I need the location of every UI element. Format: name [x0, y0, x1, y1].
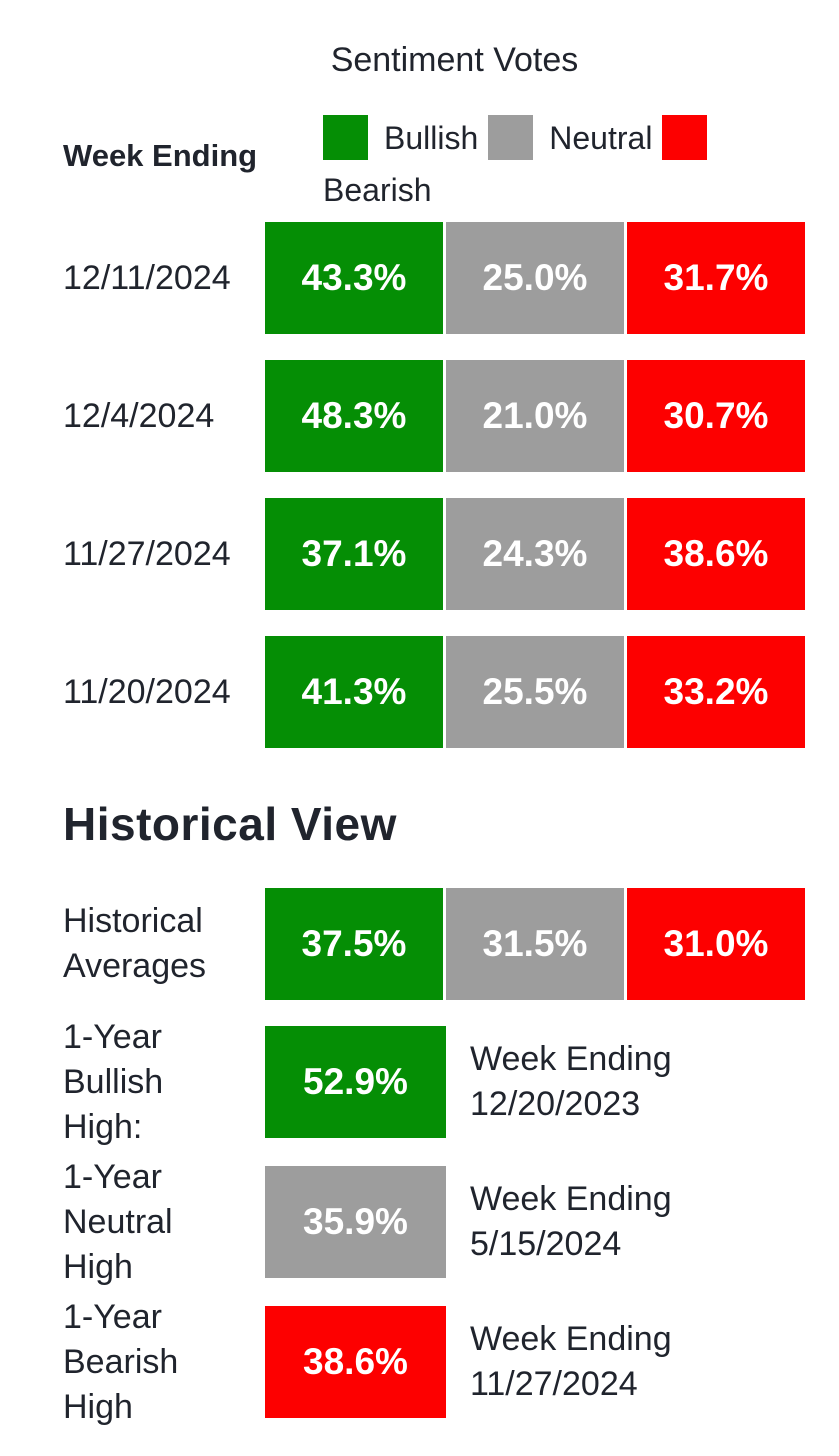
neutral-high-value-block: 35.9%: [265, 1166, 446, 1278]
chart-title: Sentiment Votes: [330, 41, 579, 79]
high-note-line: 11/27/2024: [470, 1365, 638, 1403]
neutral-bar-segment: 25.0%: [446, 222, 624, 334]
high-label-line: High:: [63, 1107, 143, 1146]
week-ending-column-header: Week Ending: [63, 138, 258, 173]
week-date-label: 11/20/2024: [63, 672, 231, 711]
high-note-line: 5/15/2024: [470, 1225, 622, 1263]
bullish-high-week-note: Week Ending 12/20/2023: [470, 1037, 672, 1127]
high-label-line: 1-Year: [63, 1017, 162, 1056]
neutral-bar-segment: 24.3%: [446, 498, 624, 610]
one-year-bearish-high-row: 1-Year Bearish High 38.6% Week Ending 11…: [63, 1298, 672, 1426]
bearish-bar-segment: 33.2%: [627, 636, 805, 748]
bullish-bar-segment: 37.5%: [265, 888, 443, 1000]
neutral-bar-segment: 21.0%: [446, 360, 624, 472]
high-note-line: Week Ending: [470, 1320, 672, 1358]
high-note-line: Week Ending: [470, 1180, 672, 1218]
bearish-bar-segment: 38.6%: [627, 498, 805, 610]
one-year-bullish-high-row: 1-Year Bullish High: 52.9% Week Ending 1…: [63, 1018, 672, 1146]
bullish-bar-segment: 41.3%: [265, 636, 443, 748]
historical-averages-label-line1: Historical: [63, 902, 203, 940]
bearish-bar-segment: 31.7%: [627, 222, 805, 334]
bullish-high-value-block: 52.9%: [265, 1026, 446, 1138]
high-label-line: Neutral: [63, 1202, 173, 1241]
one-year-neutral-high-label: 1-Year Neutral High: [63, 1158, 265, 1286]
sentiment-bar: 41.3% 25.5% 33.2%: [265, 636, 805, 748]
bullish-bar-segment: 48.3%: [265, 360, 443, 472]
bullish-bar-segment: 43.3%: [265, 222, 443, 334]
one-year-bearish-high-label: 1-Year Bearish High: [63, 1298, 265, 1426]
sentiment-row: 12/11/2024 43.3% 25.0% 31.7%: [63, 222, 805, 334]
neutral-bar-segment: 31.5%: [446, 888, 624, 1000]
high-note-line: 12/20/2023: [470, 1085, 641, 1123]
neutral-high-week-note: Week Ending 5/15/2024: [470, 1177, 672, 1267]
bearish-high-value-block: 38.6%: [265, 1306, 446, 1418]
sentiment-bar: 43.3% 25.0% 31.7%: [265, 222, 805, 334]
high-label-line: High: [63, 1247, 133, 1286]
legend-swatch-neutral-icon: [488, 115, 534, 161]
legend-label-bearish: Bearish: [323, 172, 432, 208]
chart-legend: Bullish Neutral Bearish: [323, 112, 735, 216]
one-year-bullish-high-label: 1-Year Bullish High:: [63, 1018, 265, 1146]
legend-label-neutral: Neutral: [549, 120, 653, 156]
legend-label-bullish: Bullish: [384, 120, 479, 156]
high-note-line: Week Ending: [470, 1040, 672, 1078]
legend-swatch-bullish-icon: [323, 115, 368, 161]
sentiment-row: 12/4/2024 48.3% 21.0% 30.7%: [63, 360, 805, 472]
week-date-label: 11/27/2024: [63, 534, 231, 573]
week-date-label: 12/4/2024: [63, 396, 215, 435]
legend-swatch-bearish-icon: [662, 115, 708, 161]
bearish-bar-segment: 31.0%: [627, 888, 805, 1000]
sentiment-row: 11/27/2024 37.1% 24.3% 38.6%: [63, 498, 805, 610]
high-label-line: High: [63, 1387, 133, 1426]
sentiment-bar: 48.3% 21.0% 30.7%: [265, 360, 805, 472]
historical-view-heading: Historical View: [63, 798, 397, 850]
bearish-bar-segment: 30.7%: [627, 360, 805, 472]
high-label-line: 1-Year: [63, 1157, 162, 1196]
one-year-neutral-high-row: 1-Year Neutral High 35.9% Week Ending 5/…: [63, 1158, 672, 1286]
high-label-line: 1-Year: [63, 1297, 162, 1336]
high-label-line: Bullish: [63, 1062, 164, 1101]
bullish-bar-segment: 37.1%: [265, 498, 443, 610]
neutral-bar-segment: 25.5%: [446, 636, 624, 748]
week-date-label: 12/11/2024: [63, 258, 231, 297]
historical-averages-label-line2: Averages: [63, 947, 207, 985]
sentiment-row: 11/20/2024 41.3% 25.5% 33.2%: [63, 636, 805, 748]
high-label-line: Bearish: [63, 1342, 179, 1381]
sentiment-bar: 37.5% 31.5% 31.0%: [265, 888, 805, 1000]
bearish-high-week-note: Week Ending 11/27/2024: [470, 1317, 672, 1407]
sentiment-bar: 37.1% 24.3% 38.6%: [265, 498, 805, 610]
historical-averages-row: Historical Averages 37.5% 31.5% 31.0%: [63, 888, 805, 1000]
historical-averages-label: Historical Averages: [63, 888, 265, 1000]
